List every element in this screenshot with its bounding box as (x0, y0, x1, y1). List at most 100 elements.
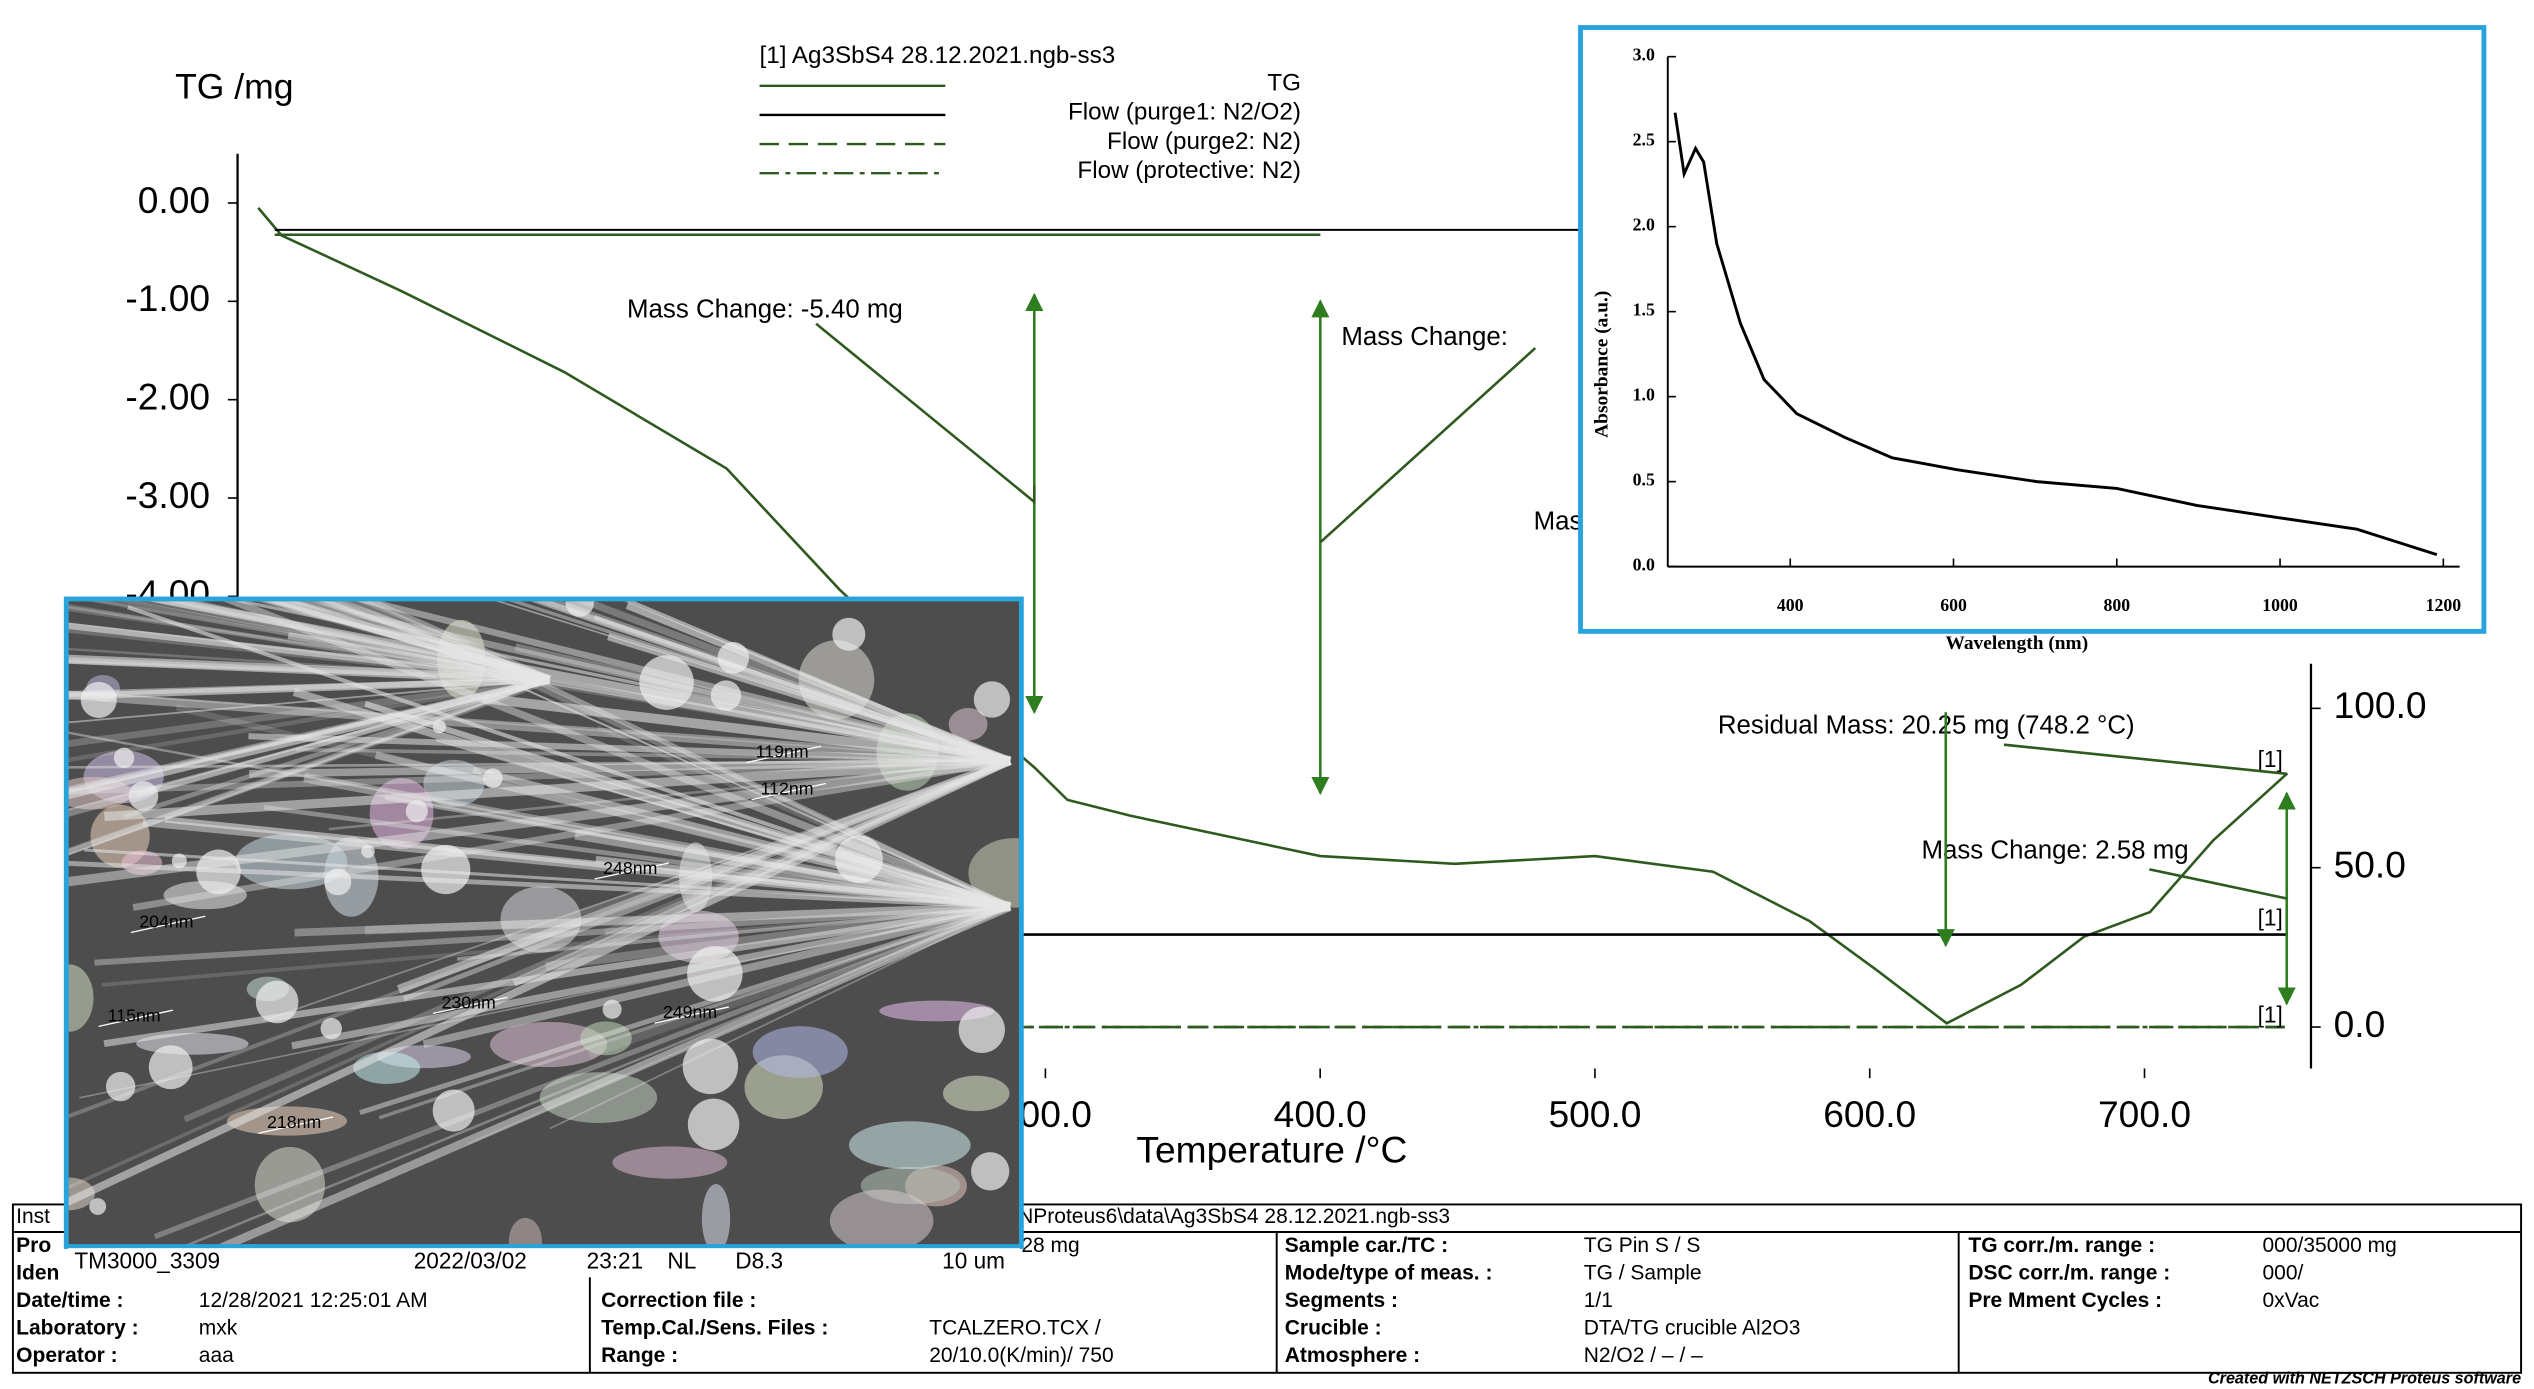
sem-particle (968, 838, 1020, 908)
sem-texture: 119nm 112nm 248nm 204nm 115nm 230nm 249nm 218nm (67, 600, 1020, 1245)
sem-particle (701, 1184, 731, 1245)
measure-line (98, 1009, 174, 1028)
sem-fiber (67, 690, 1011, 762)
x-tick-label: 600 (1940, 595, 1967, 615)
sem-fiber (364, 700, 1011, 910)
sem-particle (421, 844, 471, 895)
table-cell: Laboratory : (16, 1317, 139, 1340)
y-tick-label: 1.5 (1633, 300, 1655, 320)
sem-fiber (320, 600, 551, 684)
table-cell: Atmosphere : (1285, 1344, 1420, 1367)
sem-particle (324, 868, 352, 896)
y-tick-label: -3.00 (125, 474, 210, 516)
table-cell: Pro (16, 1234, 51, 1257)
y2-tick-label: 100.0 (2334, 684, 2427, 726)
sem-particle (113, 747, 135, 769)
table-cell: 20/10.0(K/min)/ 750 (929, 1344, 1113, 1367)
sem-fiber (67, 677, 550, 763)
measure-line (432, 996, 508, 1015)
sem-fiber (67, 676, 550, 748)
sem-particle (320, 1017, 342, 1040)
sem-fiber (397, 756, 1012, 994)
sem-fiber (79, 905, 1011, 1099)
sem-particle (829, 1189, 934, 1245)
annotation: Mass Change: 2.58 mg (1922, 836, 2189, 864)
sem-particle (848, 1121, 971, 1170)
sem-particle (490, 1021, 608, 1068)
table-cell: aaa (199, 1344, 234, 1367)
sem-particle (171, 853, 187, 869)
y-tick-label: 1.0 (1633, 385, 1655, 405)
sem-caption: D8.3 (735, 1249, 783, 1274)
sem-fiber (67, 678, 550, 856)
x-axis-label: Temperature /°C (1136, 1128, 1407, 1170)
sem-fiber (279, 600, 1011, 765)
leader-line (1319, 347, 1537, 544)
sem-fiber (587, 902, 1012, 1059)
sem-frame (63, 596, 1024, 1249)
x-tick-label: 400 (1777, 595, 1804, 615)
annotation: Mas (1534, 508, 1583, 536)
sem-fiber (83, 600, 550, 682)
sem-particle (508, 1217, 542, 1245)
sem-particle (128, 781, 159, 811)
table-cell: Range : (601, 1344, 678, 1367)
sem-fiber (67, 622, 550, 681)
leader-line (2003, 743, 2287, 776)
sem-fiber (625, 602, 1012, 765)
inset-frame (1578, 25, 2487, 634)
y-axis-label: Absorbance (a.u.) (1592, 291, 1613, 438)
sem-particle (432, 719, 447, 734)
y-tick-label: 0.00 (138, 179, 210, 221)
sem-particle (687, 945, 743, 1002)
sem-particle (89, 1198, 107, 1215)
y-tick-label: 2.5 (1633, 130, 1655, 150)
sem-fiber (142, 818, 1011, 911)
measure-line (258, 1116, 334, 1134)
measurement-label: 112nm (761, 779, 814, 799)
annotation-decorations (274, 228, 2296, 1006)
table-cell: 28 mg (1021, 1234, 1079, 1257)
table-cell: N2/O2 / – / – (1584, 1344, 1703, 1367)
table-cell: Pre Mment Cycles : (1968, 1289, 2162, 1312)
sem-fiber (101, 904, 1011, 987)
sem-particle (405, 800, 428, 823)
sem-fiber (514, 643, 1011, 765)
sem-fiber (67, 623, 550, 685)
sem-particle (971, 1152, 1010, 1191)
series-line (1673, 112, 2438, 557)
sem-fiber (482, 693, 1011, 766)
measurement-label: 204nm (139, 911, 193, 931)
sem-particle (752, 1026, 848, 1078)
x-tick-label: 700.0 (2098, 1093, 2191, 1135)
sem-fiber (494, 659, 1012, 909)
sem-particle (67, 964, 94, 1032)
sem-fiber (67, 676, 551, 800)
sem-particle (639, 655, 694, 710)
sem-particle (948, 708, 988, 741)
x-tick-label: 800 (2103, 595, 2130, 615)
sem-caption: 10 um (942, 1249, 1005, 1274)
sem-fiber (384, 795, 1011, 909)
table-cell: Iden (16, 1262, 59, 1285)
y2-tick-label: 0.0 (2334, 1003, 2386, 1045)
sem-fiber (162, 600, 551, 684)
sem-fiber (183, 757, 1012, 1123)
series-tag: [1] (2258, 1003, 2283, 1028)
y-axis-label: TG /mg (175, 66, 294, 106)
sem-fiber (574, 829, 1011, 912)
sem-particle (835, 835, 883, 884)
y-tick-label: -2.00 (125, 375, 210, 417)
sem-fiber (184, 905, 1011, 1245)
sem-fiber (67, 679, 550, 724)
sem-fiber (67, 603, 1011, 763)
sem-particle (539, 1072, 658, 1123)
sem-caption: 23:21 (587, 1249, 644, 1274)
leader-line (2149, 868, 2288, 900)
sem-fiber (560, 758, 1012, 923)
table-cell: Inst (16, 1205, 50, 1228)
sem-particle (432, 1089, 475, 1132)
leader-line (815, 322, 1036, 505)
table-cell: Temp.Cal./Sens. Files : (601, 1317, 828, 1340)
